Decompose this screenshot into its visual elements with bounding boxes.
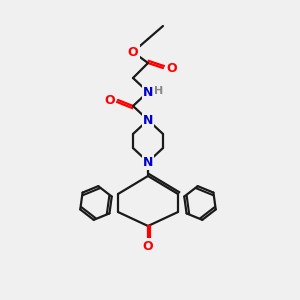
- Text: O: O: [143, 239, 153, 253]
- Text: O: O: [104, 94, 115, 106]
- Text: H: H: [154, 86, 164, 96]
- Text: N: N: [143, 85, 153, 98]
- Text: O: O: [128, 46, 138, 59]
- Text: O: O: [166, 61, 177, 74]
- Text: N: N: [143, 155, 153, 169]
- Text: N: N: [143, 113, 153, 127]
